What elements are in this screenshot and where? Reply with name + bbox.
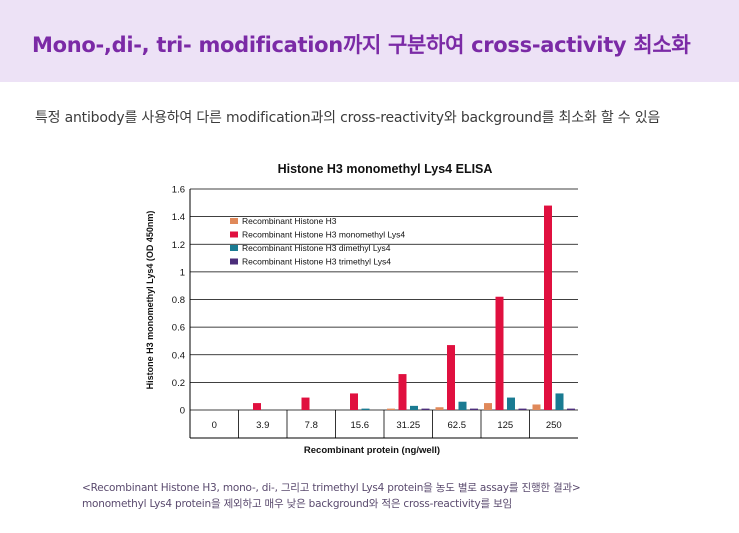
bar: [350, 393, 358, 410]
bar: [447, 345, 455, 410]
y-tick-label: 1: [180, 267, 185, 278]
page-subtitle: 특정 antibody를 사용하여 다른 modification과의 cros…: [35, 110, 661, 126]
y-tick-labels: 0 0.2 0.4 0.6 0.8 1 1.2 1.4 1.6: [172, 185, 185, 417]
header-banner: Mono-,di-, tri- modification까지 구분하여 cros…: [0, 0, 739, 82]
legend-swatch: [230, 258, 238, 265]
y-axis-label: Histone H3 monomethyl Lys4 (OD 450nm): [145, 211, 155, 390]
page-title: Mono-,di-, tri- modification까지 구분하여 cros…: [32, 33, 691, 57]
bar: [458, 401, 467, 410]
elisa-bar-chart: Histone H3 monomethyl Lys4 ELISA 0 0.2 0.4…: [145, 162, 578, 456]
y-tick-label: 0.2: [172, 378, 185, 389]
bars: [253, 205, 575, 410]
x-axis-label: Recombinant protein (ng/well): [304, 445, 440, 456]
x-tick-labels: 0 3.9 7.8 15.6 31.25 62.5 125 250: [212, 420, 562, 431]
axes: [189, 189, 578, 439]
bar: [421, 408, 430, 410]
legend-swatch: [230, 245, 238, 251]
bar: [253, 403, 261, 410]
x-tick-label: 62.5: [448, 420, 467, 431]
bar: [398, 374, 407, 410]
bar: [544, 205, 552, 410]
y-tick-label: 1.2: [172, 240, 185, 251]
x-tick-label: 7.8: [305, 420, 318, 431]
x-tick-label: 250: [546, 420, 562, 431]
legend-label: Recombinant Histone H3 monomethyl Lys4: [242, 230, 405, 240]
x-tick-label: 15.6: [351, 420, 370, 431]
legend-label: Recombinant Histone H3: [242, 216, 337, 226]
bar: [495, 296, 504, 410]
legend: Recombinant Histone H3 Recombinant Histon…: [230, 216, 405, 267]
bar: [470, 408, 478, 410]
caption-line-2: monomethyl Lys4 protein을 제외하고 매우 낮은 back…: [82, 498, 513, 510]
x-tick-label: 125: [497, 420, 513, 431]
gridlines: [190, 188, 578, 411]
bar: [410, 405, 418, 410]
legend-label: Recombinant Histone H3 trimethyl Lys4: [242, 257, 391, 267]
y-tick-label: 0: [180, 406, 185, 417]
bar: [567, 408, 575, 410]
chart-title: Histone H3 monomethyl Lys4 ELISA: [278, 162, 493, 176]
bar: [532, 404, 541, 410]
bar: [435, 407, 444, 410]
caption-line-1: <Recombinant Histone H3, mono-, di-, 그리고…: [82, 482, 581, 494]
bar: [484, 403, 492, 410]
y-tick-label: 0.6: [172, 323, 185, 334]
legend-label: Recombinant Histone H3 dimethyl Lys4: [242, 243, 391, 253]
y-tick-label: 0.4: [172, 350, 185, 361]
x-tick-label: 0: [212, 420, 217, 431]
y-tick-label: 1.6: [172, 185, 185, 196]
bar: [518, 408, 527, 410]
bar: [301, 397, 310, 410]
legend-swatch: [230, 231, 238, 238]
y-tick-label: 0.8: [172, 295, 185, 306]
x-tick-label: 3.9: [256, 420, 269, 431]
bar: [387, 408, 395, 410]
bar: [555, 393, 564, 410]
legend-swatch: [230, 218, 238, 224]
x-tick-label: 31.25: [396, 420, 420, 431]
bar: [507, 397, 515, 410]
y-tick-label: 1.4: [172, 212, 185, 223]
figure-caption: <Recombinant Histone H3, mono-, di-, 그리고…: [82, 480, 581, 512]
bar: [361, 408, 370, 410]
